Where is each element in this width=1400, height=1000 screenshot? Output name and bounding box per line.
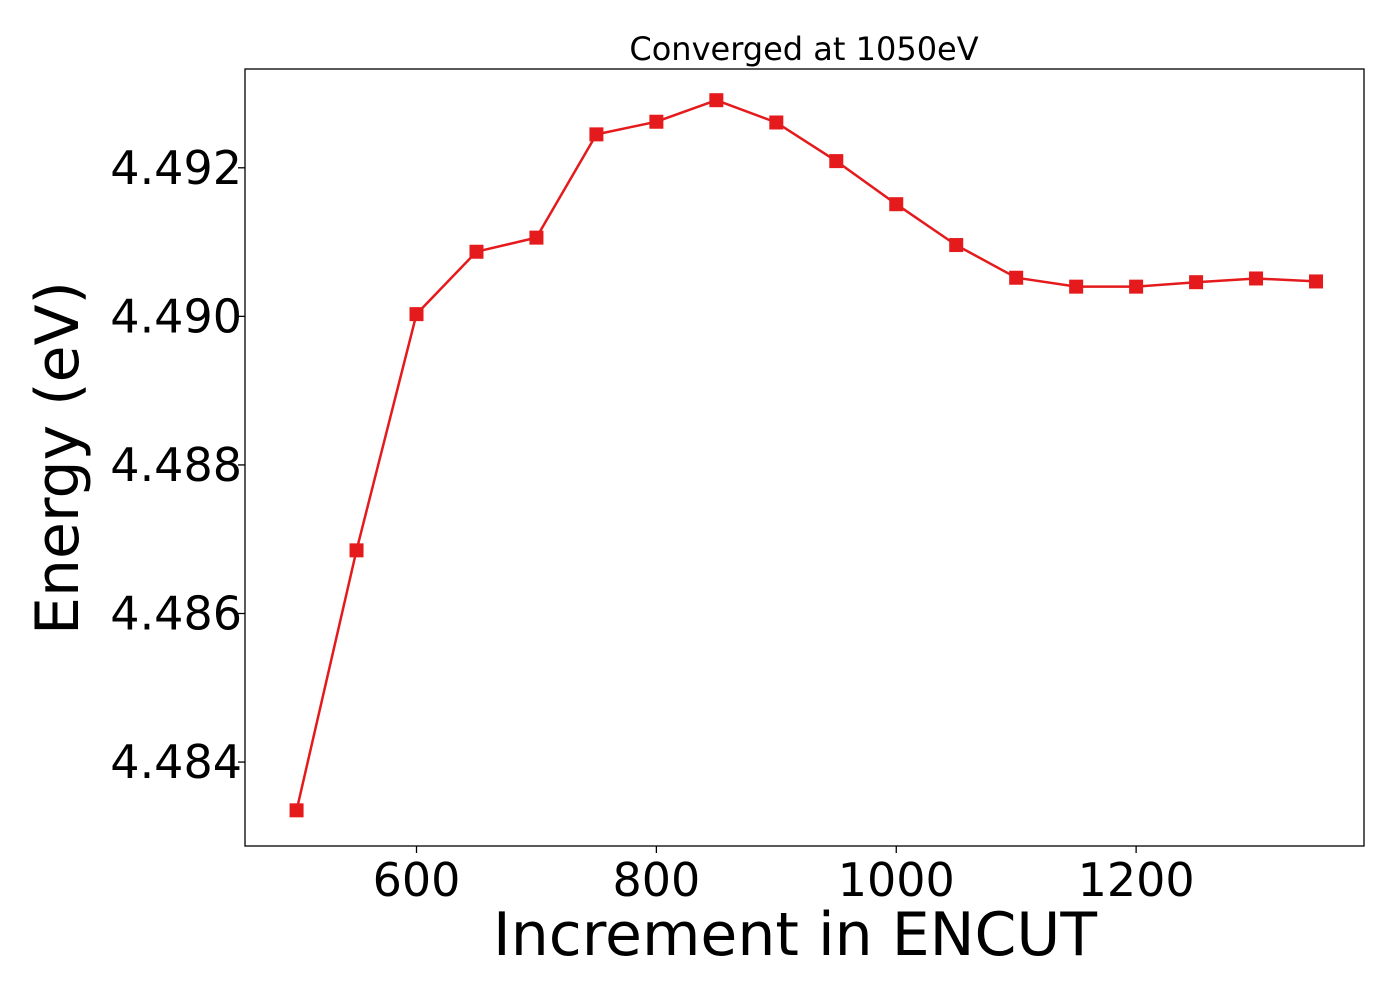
y-tick-label: 4.488 <box>110 438 242 492</box>
data-point-marker <box>709 93 724 108</box>
data-point-marker <box>829 154 844 169</box>
x-axis-label: Increment in ENCUT <box>493 900 1097 970</box>
y-tick-label: 4.486 <box>110 586 242 640</box>
x-axis-ticks: 600 800 1000 1200 <box>373 846 1195 907</box>
y-axis-ticks: 4.484 4.486 4.488 4.490 4.492 <box>110 141 245 789</box>
y-tick-label: 4.492 <box>110 141 242 195</box>
x-tick-label: 1200 <box>1078 853 1195 907</box>
x-tick-label: 600 <box>373 853 461 907</box>
data-point-marker <box>949 238 964 253</box>
data-point-marker <box>1009 270 1024 285</box>
data-point-marker <box>589 127 604 142</box>
x-tick-label: 800 <box>612 853 700 907</box>
x-tick-label: 1000 <box>838 853 955 907</box>
y-tick-label: 4.484 <box>110 735 242 789</box>
chart-title: Converged at 1050eV <box>629 30 978 68</box>
data-point-marker <box>409 307 424 322</box>
data-point-marker <box>1069 279 1084 294</box>
y-tick-label: 4.490 <box>110 289 242 343</box>
data-point-marker <box>529 230 544 245</box>
data-point-marker <box>349 543 364 558</box>
data-point-marker <box>1189 275 1204 290</box>
series-line <box>295 98 1317 811</box>
data-point-marker <box>889 197 904 212</box>
data-point-marker <box>649 114 664 129</box>
series-layer <box>289 93 1324 818</box>
data-point-marker <box>289 803 304 818</box>
data-point-marker <box>769 115 784 130</box>
data-point-marker <box>1129 279 1144 294</box>
data-point-marker <box>1249 271 1264 286</box>
y-axis-label: Energy (eV) <box>23 281 93 635</box>
data-point-marker <box>469 244 484 259</box>
data-point-marker <box>1309 274 1324 289</box>
plot-area-frame <box>244 68 1365 847</box>
